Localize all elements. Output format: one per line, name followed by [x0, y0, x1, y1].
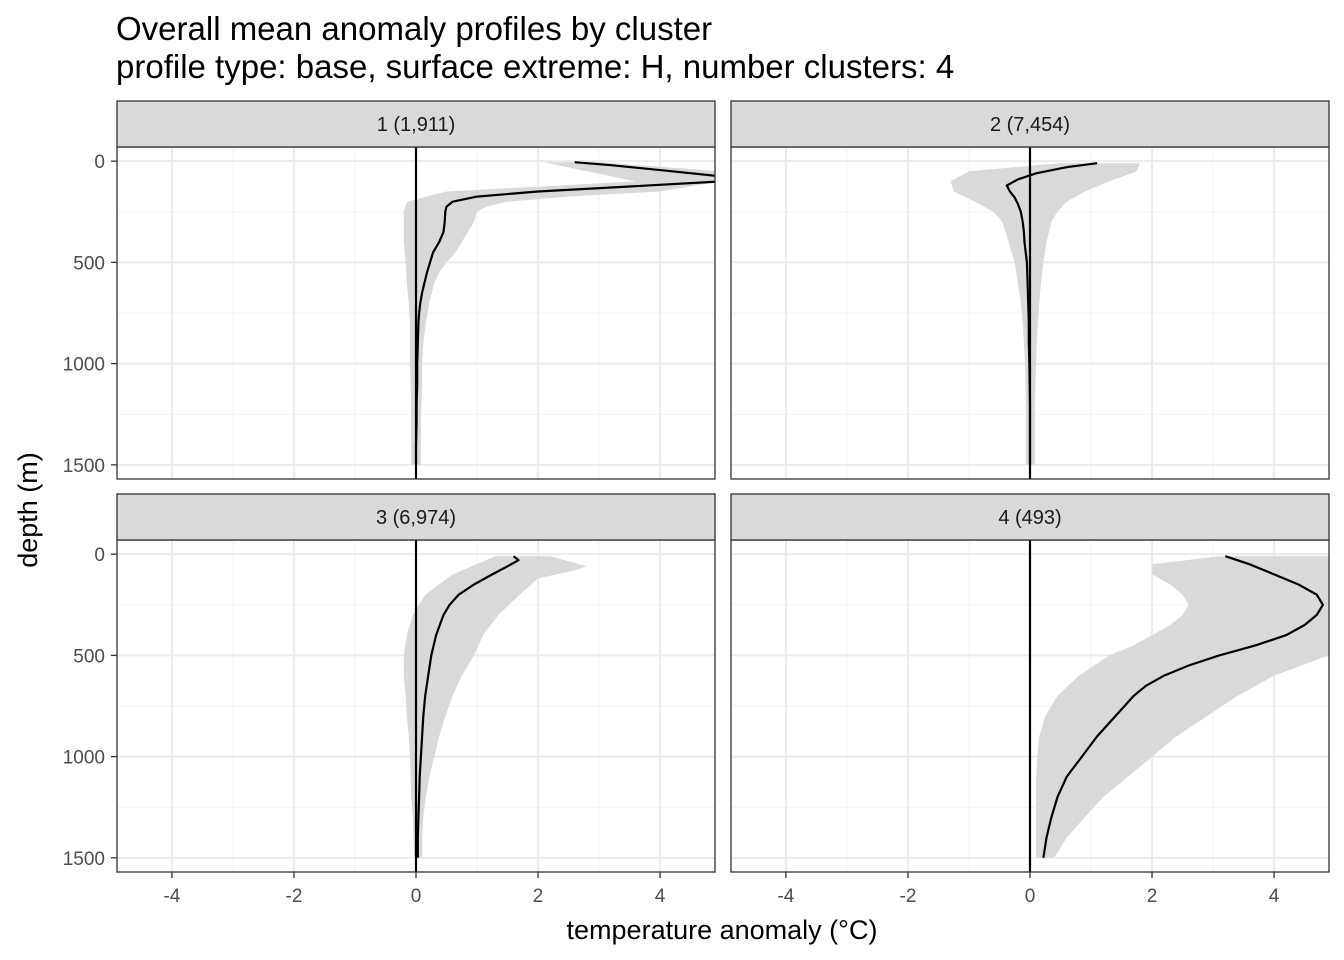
- x-tick-label: 4: [655, 886, 666, 907]
- mean-profile-line: [414, 161, 715, 465]
- x-tick-label: -2: [286, 886, 303, 907]
- y-tick-label: 0: [94, 152, 105, 173]
- x-tick-label: 0: [1025, 886, 1036, 907]
- facet-strip-label: 3 (6,974): [376, 507, 456, 529]
- panel-2: 2 (7,454): [730, 100, 1330, 480]
- chart-subtitle: profile type: base, surface extreme: H, …: [116, 48, 954, 85]
- facet-strip-label: 4 (493): [998, 507, 1061, 529]
- panel-3: 3 (6,974): [116, 493, 716, 873]
- uncertainty-ribbon: [403, 556, 587, 858]
- y-tick-label: 1000: [63, 355, 105, 376]
- x-tick-label: 4: [1269, 886, 1280, 907]
- x-tick-label: -2: [900, 886, 917, 907]
- uncertainty-ribbon: [1036, 556, 1329, 858]
- x-tick-label: -4: [777, 886, 794, 907]
- x-tick-label: 0: [411, 886, 422, 907]
- facet-strip: [730, 100, 1330, 148]
- uncertainty-ribbon: [950, 163, 1140, 465]
- panel-1: 1 (1,911): [116, 100, 716, 480]
- facet-strip-label: 2 (7,454): [990, 114, 1070, 136]
- facet-strip: [730, 493, 1330, 541]
- x-axis-title: temperature anomaly (°C): [567, 915, 878, 945]
- facet-strip: [116, 493, 716, 541]
- facet-panels: 1 (1,911) 2 (7,454) 3 (6,974) 4 (493): [116, 100, 1330, 873]
- x-tick-label: 2: [533, 886, 544, 907]
- y-tick-label: 1500: [63, 849, 105, 870]
- axes: 0 500 1000 1500 0 500 1000 1500 -4 -2 0 2 4 -4 -2 0 2 4: [63, 152, 1280, 907]
- y-tick-label: 500: [73, 253, 105, 274]
- y-tick-label: 1000: [63, 748, 105, 769]
- y-tick-label: 0: [94, 545, 105, 566]
- y-tick-label: 1500: [63, 456, 105, 477]
- x-tick-label: -4: [163, 886, 180, 907]
- chart-title: Overall mean anomaly profiles by cluster: [116, 10, 712, 47]
- panel-4: 4 (493): [730, 493, 1330, 873]
- y-tick-label: 500: [73, 646, 105, 667]
- x-tick-label: 2: [1147, 886, 1158, 907]
- facet-strip-label: 1 (1,911): [377, 114, 456, 136]
- mean-profile-line: [416, 555, 520, 858]
- mean-profile-line: [1005, 162, 1098, 465]
- y-axis-title: depth (m): [13, 452, 43, 568]
- mean-profile-line: [1042, 555, 1325, 858]
- facet-strip: [116, 100, 716, 148]
